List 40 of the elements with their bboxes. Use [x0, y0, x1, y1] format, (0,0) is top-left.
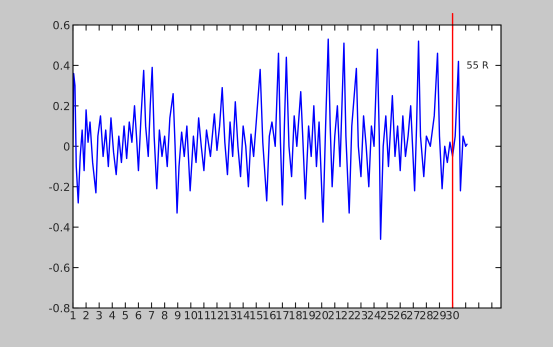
y-tick-label: -0.4 — [49, 223, 70, 232]
x-tick-label: 18 — [290, 310, 302, 320]
y-tick-label: 0.6 — [53, 20, 70, 30]
x-tick-label: 27 — [407, 310, 420, 320]
x-tick-label: 22 — [342, 310, 354, 320]
x-tick-label: 30 — [446, 310, 459, 320]
ref-line-label: 55 R — [467, 61, 488, 69]
x-tick-label: 6 — [136, 310, 142, 320]
x-tick-label: 14 — [237, 311, 250, 320]
x-tick-label: 20 — [315, 310, 328, 320]
x-tick-label: 7 — [148, 311, 154, 320]
y-tick-label: 0.4 — [53, 61, 70, 70]
x-tick-label: 15 — [250, 311, 262, 320]
y-tick-label: -0.8 — [49, 304, 70, 312]
x-tick-label: 24 — [368, 310, 380, 320]
y-tick-label: -0.2 — [49, 182, 70, 192]
x-tick-label: 25 — [380, 310, 394, 320]
y-tick-label: -0.6 — [49, 264, 70, 272]
line-series — [73, 38, 468, 240]
x-tick-label: 8 — [162, 310, 168, 320]
y-tick-label: 0.2 — [53, 102, 70, 110]
x-tick-label: 26 — [394, 310, 407, 320]
x-tick-label: 28 — [420, 310, 433, 320]
x-tick-label: 5 — [122, 311, 128, 320]
x-tick-label: 1 — [70, 311, 76, 320]
x-tick-label: 2 — [83, 310, 89, 320]
x-tick-label: 29 — [433, 310, 446, 320]
x-tick-label: 4 — [109, 311, 116, 320]
y-tick-label: 0 — [64, 142, 70, 151]
x-tick-label: 16 — [263, 310, 276, 320]
x-tick-label: 9 — [174, 310, 180, 320]
x-tick-label: 12 — [211, 310, 223, 320]
x-tick-label: 19 — [302, 310, 315, 320]
x-tick-label: 17 — [276, 311, 289, 320]
x-tick-label: 21 — [328, 310, 341, 320]
x-tick-label: 13 — [224, 310, 236, 320]
x-tick-label: 3 — [96, 310, 102, 320]
x-tick-label: 10 — [184, 310, 198, 320]
x-tick-label: 11 — [198, 311, 210, 320]
x-tick-label: 23 — [354, 310, 368, 320]
